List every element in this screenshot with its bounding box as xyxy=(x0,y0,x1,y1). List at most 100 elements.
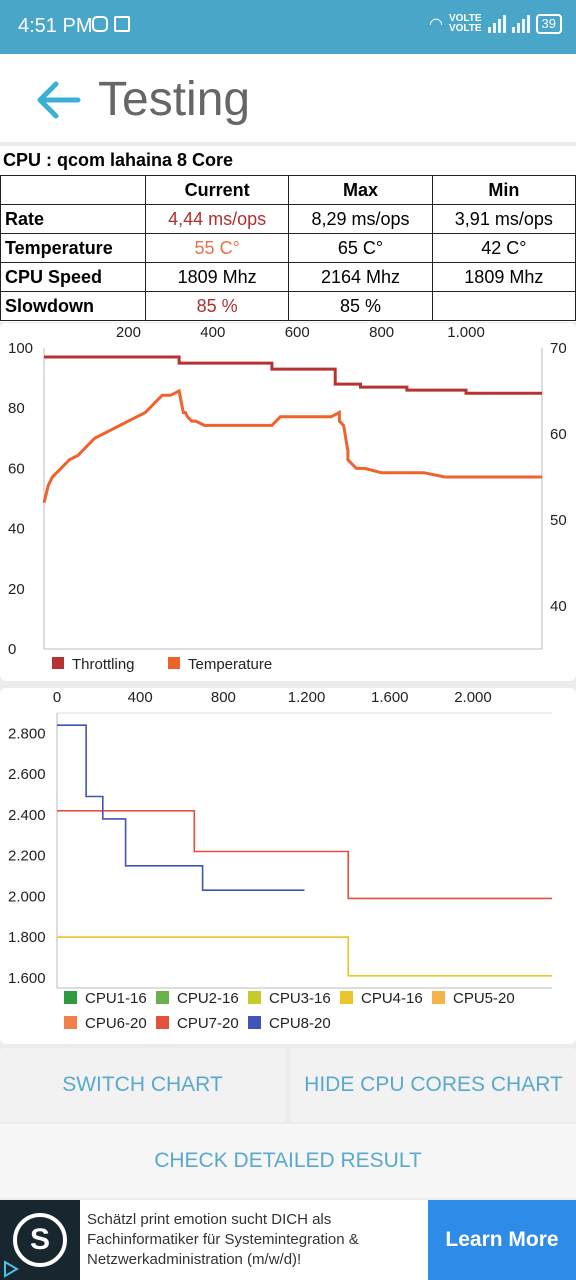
app-header: Testing xyxy=(0,54,576,142)
cell-max: 2164 Mhz xyxy=(288,262,433,292)
cell-min: 1809 Mhz xyxy=(431,262,576,292)
hide-cpu-cores-button[interactable]: HIDE CPU CORES CHART xyxy=(291,1048,576,1122)
throttling-chart: 200 400 600 800 1.000 100 80 60 40 20 0 70 60 50 40 Thr… xyxy=(0,323,576,681)
series-line-throttling xyxy=(44,355,542,395)
legend-label: CPU3-16 xyxy=(269,990,331,1007)
y-tick-label: 2.200 xyxy=(8,848,46,865)
legend-swatch xyxy=(64,991,77,1004)
throttling-chart-svg: 200 400 600 800 1.00010080604020070605040Thr… xyxy=(8,324,567,673)
x-tick-label: 1.200 xyxy=(288,689,326,706)
status-bar: 4:51 PM ◠ VOLTE VOLTE 39 xyxy=(0,0,576,54)
ad-logo-icon: S xyxy=(13,1213,67,1267)
row-label: Temperature xyxy=(0,233,146,263)
gallery-icon xyxy=(114,16,130,32)
legend-swatch xyxy=(168,657,180,669)
x-tick-label: 600 xyxy=(285,324,310,341)
cell-max: 85 % xyxy=(288,291,433,321)
y2-tick-label: 50 xyxy=(550,512,567,529)
row-label: Slowdown xyxy=(0,291,146,321)
ad-text: Schätzl print emotion sucht DICH als Fac… xyxy=(87,1211,359,1268)
y2-tick-label: 60 xyxy=(550,426,567,443)
y2-tick-label: 40 xyxy=(550,598,567,615)
y-tick-label: 2.600 xyxy=(8,766,46,783)
series-line-cpu7-20 xyxy=(57,810,552,900)
x-tick-label: 800 xyxy=(211,689,236,706)
column-current: Current xyxy=(144,175,290,205)
legend-label: CPU5-20 xyxy=(453,990,515,1007)
legend-label: CPU7-20 xyxy=(177,1015,239,1032)
x-tick-label: 400 xyxy=(200,324,225,341)
battery-icon: 39 xyxy=(535,14,562,34)
cell-current: 4,44 ms/ops xyxy=(144,204,290,234)
learn-more-button[interactable]: Learn More xyxy=(428,1200,576,1280)
column-min: Min xyxy=(431,175,576,205)
switch-chart-button[interactable]: SWITCH CHART xyxy=(0,1048,285,1122)
x-tick-label: 1.600 xyxy=(371,689,409,706)
y-tick-label: 20 xyxy=(8,581,25,598)
y-tick-label: 2.400 xyxy=(8,807,46,824)
wifi-icon: ◠ xyxy=(428,16,443,33)
legend-label: CPU8-20 xyxy=(269,1015,331,1032)
legend-swatch xyxy=(64,1016,77,1029)
y2-tick-label: 70 xyxy=(550,340,567,357)
y-tick-label: 2.000 xyxy=(8,888,46,905)
row-label: CPU Speed xyxy=(0,262,146,292)
y-tick-label: 0 xyxy=(8,641,16,658)
status-right: ◠ VOLTE VOLTE 39 xyxy=(429,14,562,34)
legend-label: Temperature xyxy=(188,656,272,673)
cell-current: 55 C° xyxy=(144,233,290,263)
cpu-cores-chart-svg: 0 400 800 1.200 1.600 2.000 2.800 2.600 2.400 2.2… xyxy=(8,689,552,1032)
table-row: Slowdown 85 % 85 % xyxy=(0,291,576,321)
cpu-info-table: CPU : qcom lahaina 8 Core Current Max Mi… xyxy=(0,146,576,322)
legend-swatch xyxy=(248,991,261,1004)
table-corner xyxy=(0,175,146,205)
legend-swatch xyxy=(52,657,64,669)
y-tick-label: 1.800 xyxy=(8,929,46,946)
ad-banner[interactable]: S Schätzl print emotion sucht DICH als F… xyxy=(0,1200,576,1280)
legend-label: CPU4-16 xyxy=(361,990,423,1007)
status-time: 4:51 PM xyxy=(18,15,93,37)
signal2-icon xyxy=(511,15,530,33)
x-tick-label: 400 xyxy=(128,689,153,706)
cpu-stats-table: Current Max Min Rate 4,44 ms/ops 8,29 ms… xyxy=(0,175,576,321)
x-tick-label: 2.000 xyxy=(454,689,492,706)
column-max: Max xyxy=(288,175,433,205)
table-row: CPU Speed 1809 Mhz 2164 Mhz 1809 Mhz xyxy=(0,262,576,292)
cell-current: 1809 Mhz xyxy=(144,262,290,292)
check-detailed-result-button[interactable]: CHECK DETAILED RESULT xyxy=(0,1124,576,1198)
legend-swatch xyxy=(432,991,445,1004)
x-tick-label: 0 xyxy=(53,689,61,706)
page-title: Testing xyxy=(98,73,251,126)
y-tick-label: 60 xyxy=(8,460,25,477)
y-tick-label: 2.800 xyxy=(8,725,46,742)
y-tick-label: 80 xyxy=(8,400,25,417)
legend-swatch xyxy=(156,1016,169,1029)
legend-label: CPU6-20 xyxy=(85,1015,147,1032)
button-row: SWITCH CHART HIDE CPU CORES CHART xyxy=(0,1048,576,1122)
instagram-icon xyxy=(92,16,108,32)
signal-icon xyxy=(487,15,506,33)
y-tick-label: 1.600 xyxy=(8,970,46,987)
volte-label: VOLTE VOLTE xyxy=(448,13,482,34)
cell-min: 3,91 ms/ops xyxy=(431,204,576,234)
legend-label: Throttling xyxy=(72,656,135,673)
legend-label: CPU1-16 xyxy=(85,990,147,1007)
y-tick-label: 100 xyxy=(8,340,33,357)
cell-min xyxy=(431,291,576,321)
x-tick-label: 800 xyxy=(369,324,394,341)
series-line-cpu4-16 xyxy=(57,936,552,977)
cell-min: 42 C° xyxy=(431,233,576,263)
cell-current: 85 % xyxy=(144,291,290,321)
series-line-temperature xyxy=(42,388,542,504)
notification-icons xyxy=(92,16,130,32)
cpu-cores-chart: 0 400 800 1.200 1.600 2.000 2.800 2.600 2.400 2.2… xyxy=(0,688,576,1044)
y-tick-label: 40 xyxy=(8,521,25,538)
legend-label: CPU2-16 xyxy=(177,990,239,1007)
row-label: Rate xyxy=(0,204,146,234)
ad-choices-icon[interactable] xyxy=(2,1260,20,1278)
legend-swatch xyxy=(248,1016,261,1029)
legend-swatch xyxy=(340,991,353,1004)
cell-max: 65 C° xyxy=(288,233,433,263)
legend-swatch xyxy=(156,991,169,1004)
back-arrow-icon[interactable] xyxy=(34,76,82,124)
